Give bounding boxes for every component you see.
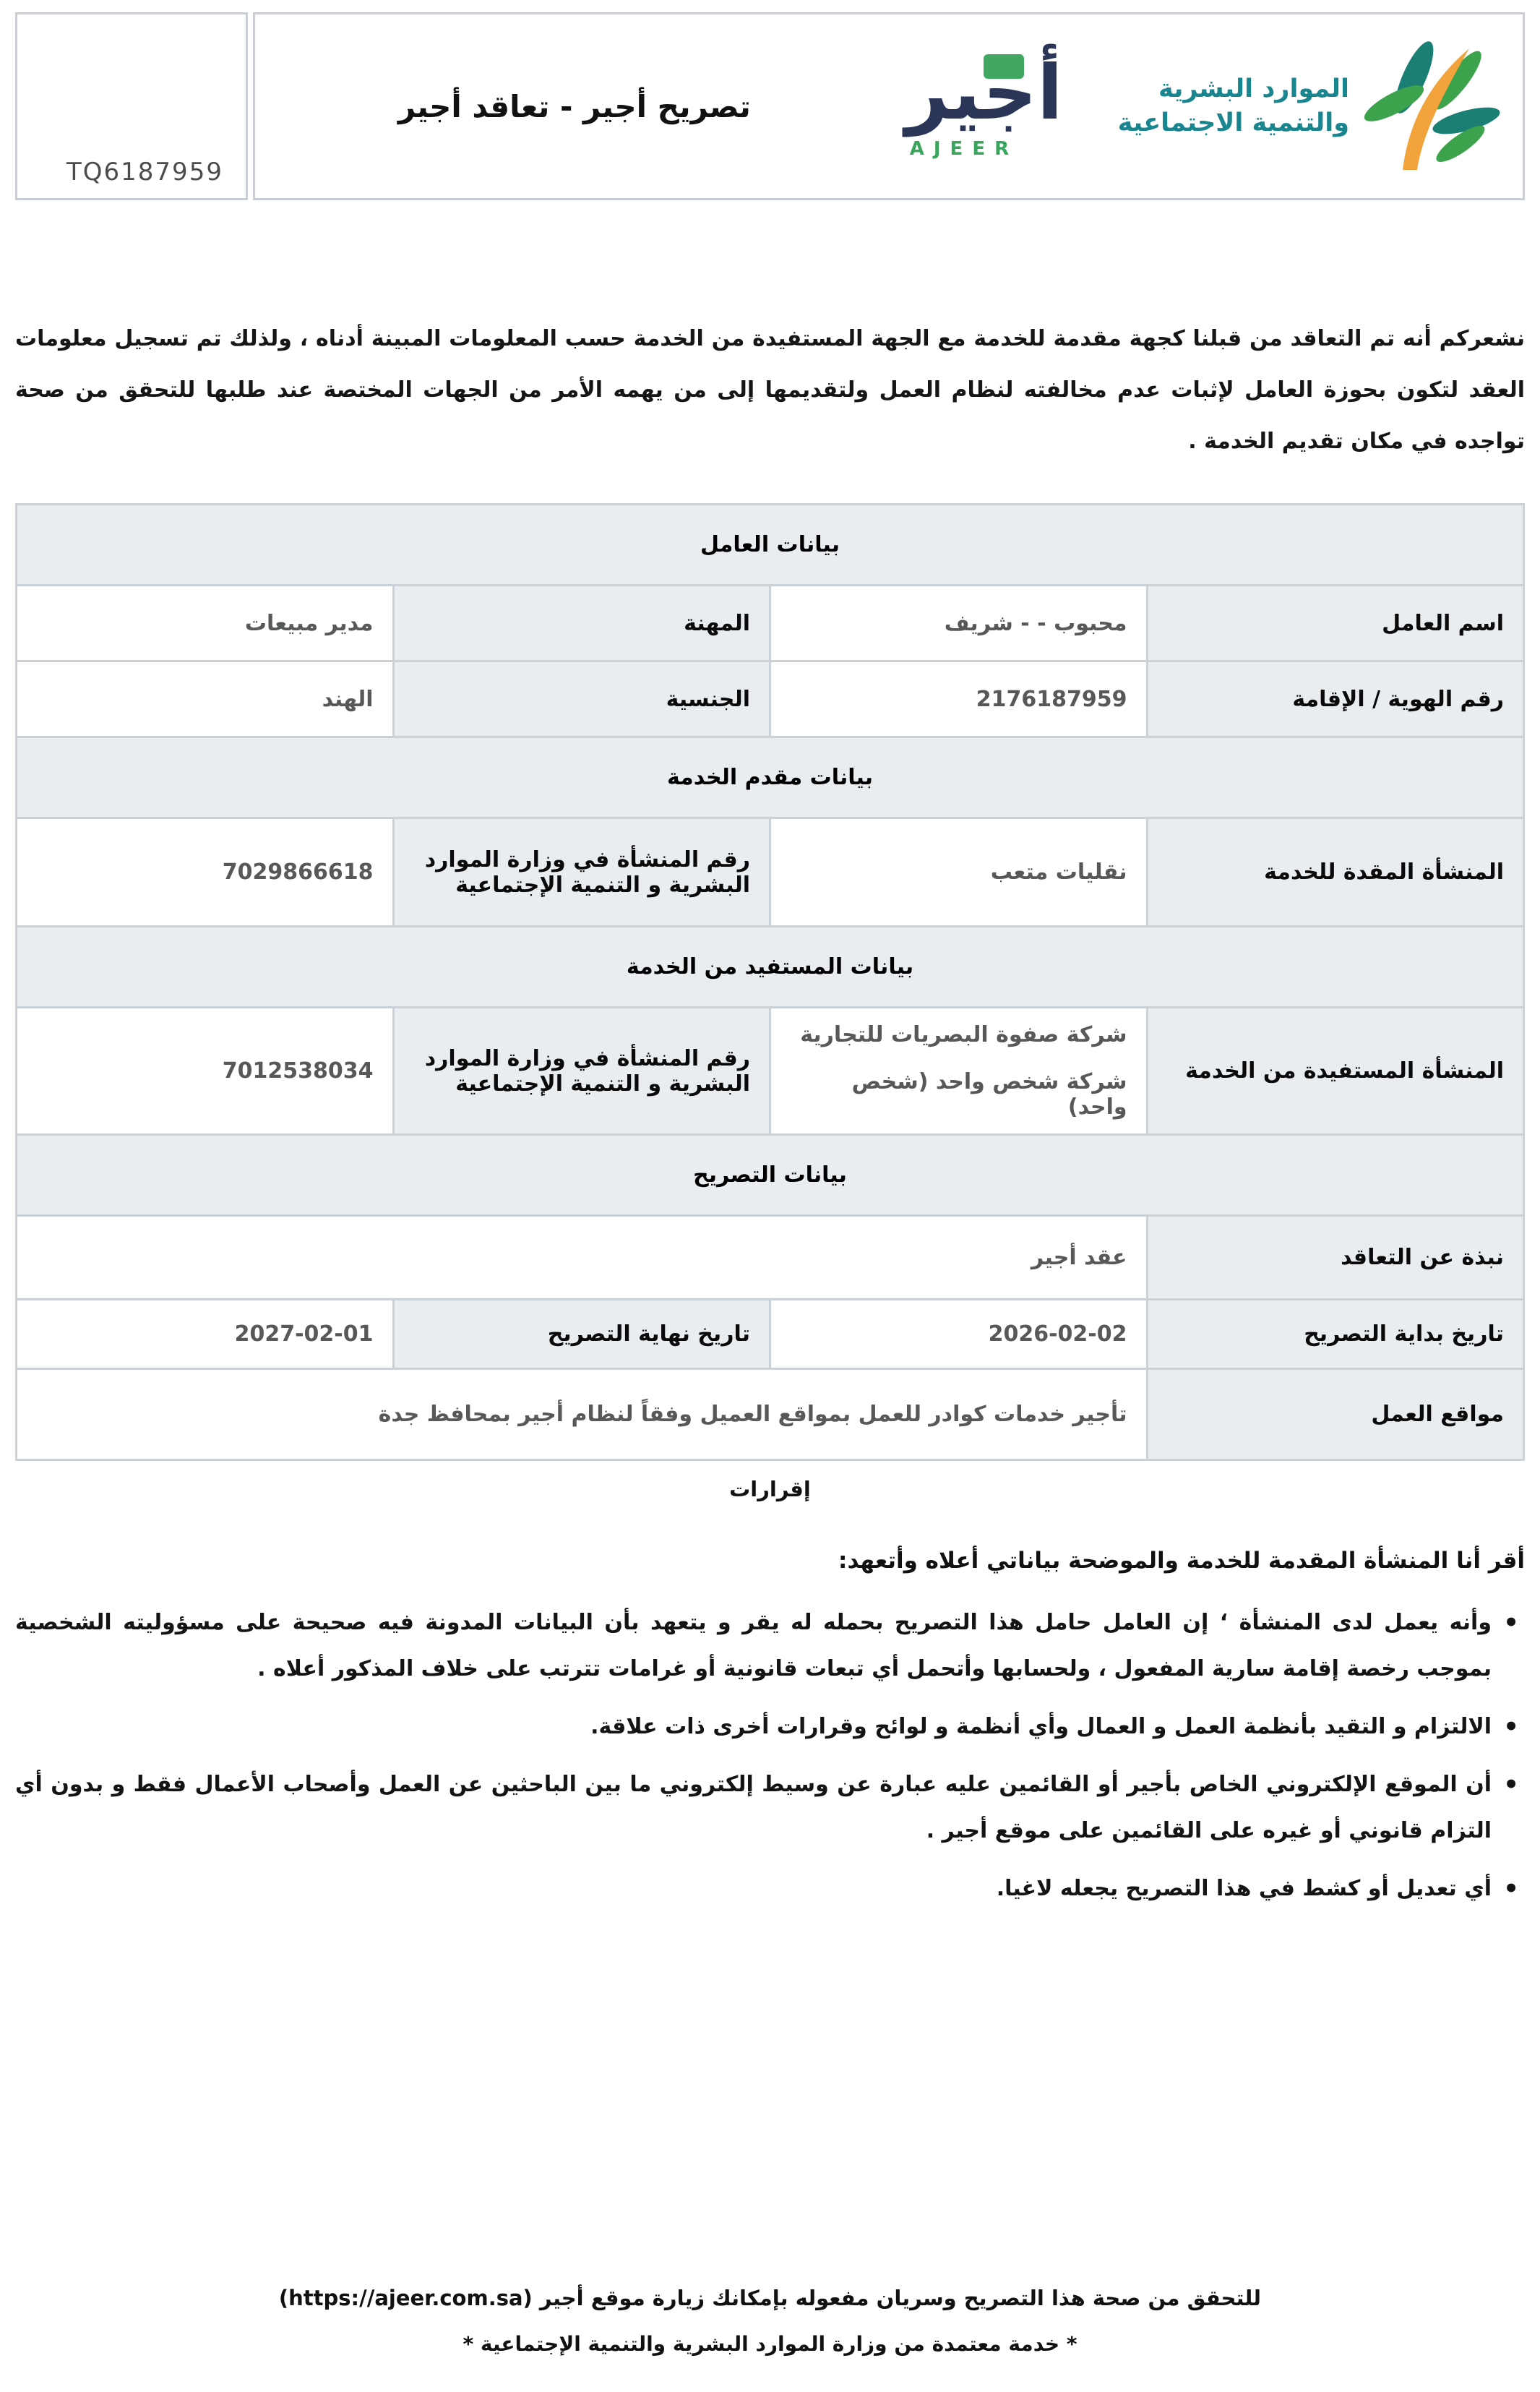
profession-value: مدير مبيعات <box>15 584 395 662</box>
document-header: الموارد البشرية والتنمية الاجتماعية أجير… <box>15 12 1525 200</box>
beneficiary-name-line1: شركة صفوة البصريات للتجارية <box>800 1022 1127 1047</box>
declaration-item: الالتزام و التقيد بأنظمة العمل و العمال … <box>15 1704 1520 1750</box>
worker-section-title: بيانات العامل <box>15 503 1525 586</box>
verify-text: للتحقق من صحة هذا التصريح وسريان مفعوله … <box>539 2286 1262 2310</box>
hrsd-logo-line2: والتنمية الاجتماعية <box>1117 108 1349 137</box>
worker-name-label: اسم العامل <box>1145 584 1525 662</box>
declaration-item: أي تعديل أو كشط في هذا التصريح يجعله لاغ… <box>15 1866 1520 1912</box>
permit-start-date-label: تاريخ بداية التصريح <box>1145 1298 1525 1370</box>
work-locations-label: مواقع العمل <box>1145 1368 1525 1461</box>
ajeer-logo-latin: AJEER <box>909 138 1019 160</box>
hrsd-emblem-icon <box>1364 41 1500 170</box>
section-header-worker: بيانات العامل <box>15 503 1525 586</box>
ajeer-logo-accent <box>983 54 1024 79</box>
id-number-value: 2176187959 <box>769 660 1148 738</box>
contract-summary-value: عقد أجير <box>15 1214 1148 1300</box>
nationality-value: الهند <box>15 660 395 738</box>
permit-section-title: بيانات التصريح <box>15 1133 1525 1217</box>
beneficiary-establishment-label: المنشأة المستفيدة من الخدمة <box>1145 1006 1525 1136</box>
declaration-item: وأنه يعمل لدى المنشأة ‘ إن العامل حامل ه… <box>15 1600 1520 1692</box>
work-locations-value: تأجير خدمات كوادر للعمل بمواقع العميل وف… <box>15 1368 1148 1461</box>
beneficiary-mol-number-label: رقم المنشأة في وزارة الموارد البشرية و ا… <box>392 1006 771 1136</box>
provider-establishment-label: المنشأة المقدة للخدمة <box>1145 817 1525 927</box>
contract-summary-label: نبذة عن التعاقد <box>1145 1214 1525 1300</box>
id-number-label: رقم الهوية / الإقامة <box>1145 660 1525 738</box>
worker-name-value: محبوب - - شريف <box>769 584 1148 662</box>
section-header-permit: بيانات التصريح <box>15 1133 1525 1217</box>
header-number-box: TQ6187959 <box>15 12 248 200</box>
section-header-provider: بيانات مقدم الخدمة <box>15 736 1525 819</box>
header-title-box: الموارد البشرية والتنمية الاجتماعية أجير… <box>253 12 1525 200</box>
hrsd-logo-line1: الموارد البشرية <box>1158 74 1349 103</box>
beneficiary-section-title: بيانات المستفيد من الخدمة <box>15 925 1525 1008</box>
provider-establishment-value: نقليات متعب <box>769 817 1148 927</box>
table-row: المنشأة المقدة للخدمة نقليات متعب رقم ال… <box>15 817 1525 927</box>
document-number: TQ6187959 <box>66 158 223 187</box>
table-row: رقم الهوية / الإقامة 2176187959 الجنسية … <box>15 660 1525 738</box>
declarations-list: وأنه يعمل لدى المنشأة ‘ إن العامل حامل ه… <box>15 1600 1525 1912</box>
beneficiary-mol-number-value: 7012538034 <box>15 1006 395 1136</box>
beneficiary-name-line2: شركة شخص واحد (شخص واحد) <box>851 1069 1127 1120</box>
declaration-item: أن الموقع الإلكتروني الخاص بأجير أو القا… <box>15 1762 1520 1854</box>
intro-paragraph: نشعركم أنه تم التعاقد من قبلنا كجهة مقدم… <box>15 326 1525 454</box>
permit-end-date-label: تاريخ نهاية التصريح <box>392 1298 771 1370</box>
declarations-intro: أقر أنا المنشأة المقدمة للخدمة والموضحة … <box>838 1548 1525 1574</box>
accredited-line: * خدمة معتمدة من وزارة الموارد البشرية و… <box>463 2332 1077 2356</box>
provider-mol-number-label: رقم المنشأة في وزارة الموارد البشرية و ا… <box>392 817 771 927</box>
table-row: مواقع العمل تأجير خدمات كوادر للعمل بموا… <box>15 1368 1525 1461</box>
section-header-beneficiary: بيانات المستفيد من الخدمة <box>15 925 1525 1008</box>
page-title: تصريح أجير - تعاقد أجير <box>397 88 751 124</box>
provider-mol-number-value: 7029866618 <box>15 817 395 927</box>
permit-start-date-value: 2026-02-02 <box>769 1298 1148 1370</box>
verify-line: للتحقق من صحة هذا التصريح وسريان مفعوله … <box>0 2286 1540 2310</box>
ajeer-logo-arabic: أجير <box>905 48 1063 137</box>
permit-table: بيانات العامل اسم العامل محبوب - - شريف … <box>15 503 1525 1461</box>
provider-section-title: بيانات مقدم الخدمة <box>15 736 1525 819</box>
table-row: المنشأة المستفيدة من الخدمة شركة صفوة ال… <box>15 1006 1525 1136</box>
table-row: تاريخ بداية التصريح 2026-02-02 تاريخ نها… <box>15 1298 1525 1370</box>
table-row: اسم العامل محبوب - - شريف المهنة مدير مب… <box>15 584 1525 662</box>
declarations-heading: إقرارات <box>729 1477 811 1501</box>
table-row: نبذة عن التعاقد عقد أجير <box>15 1214 1525 1300</box>
hrsd-logo-text: الموارد البشرية والتنمية الاجتماعية <box>1118 72 1349 140</box>
permit-end-date-value: 2027-02-01 <box>15 1298 395 1370</box>
profession-label: المهنة <box>392 584 771 662</box>
nationality-label: الجنسية <box>392 660 771 738</box>
hrsd-logo: الموارد البشرية والتنمية الاجتماعية <box>1118 34 1504 179</box>
beneficiary-establishment-value: شركة صفوة البصريات للتجارية شركة شخص واح… <box>769 1006 1148 1136</box>
verify-url-link[interactable]: (https://ajeer.com.sa) <box>278 2286 533 2310</box>
document-footer: للتحقق من صحة هذا التصريح وسريان مفعوله … <box>0 2286 1540 2356</box>
ajeer-logo: أجير AJEER <box>901 53 1067 160</box>
